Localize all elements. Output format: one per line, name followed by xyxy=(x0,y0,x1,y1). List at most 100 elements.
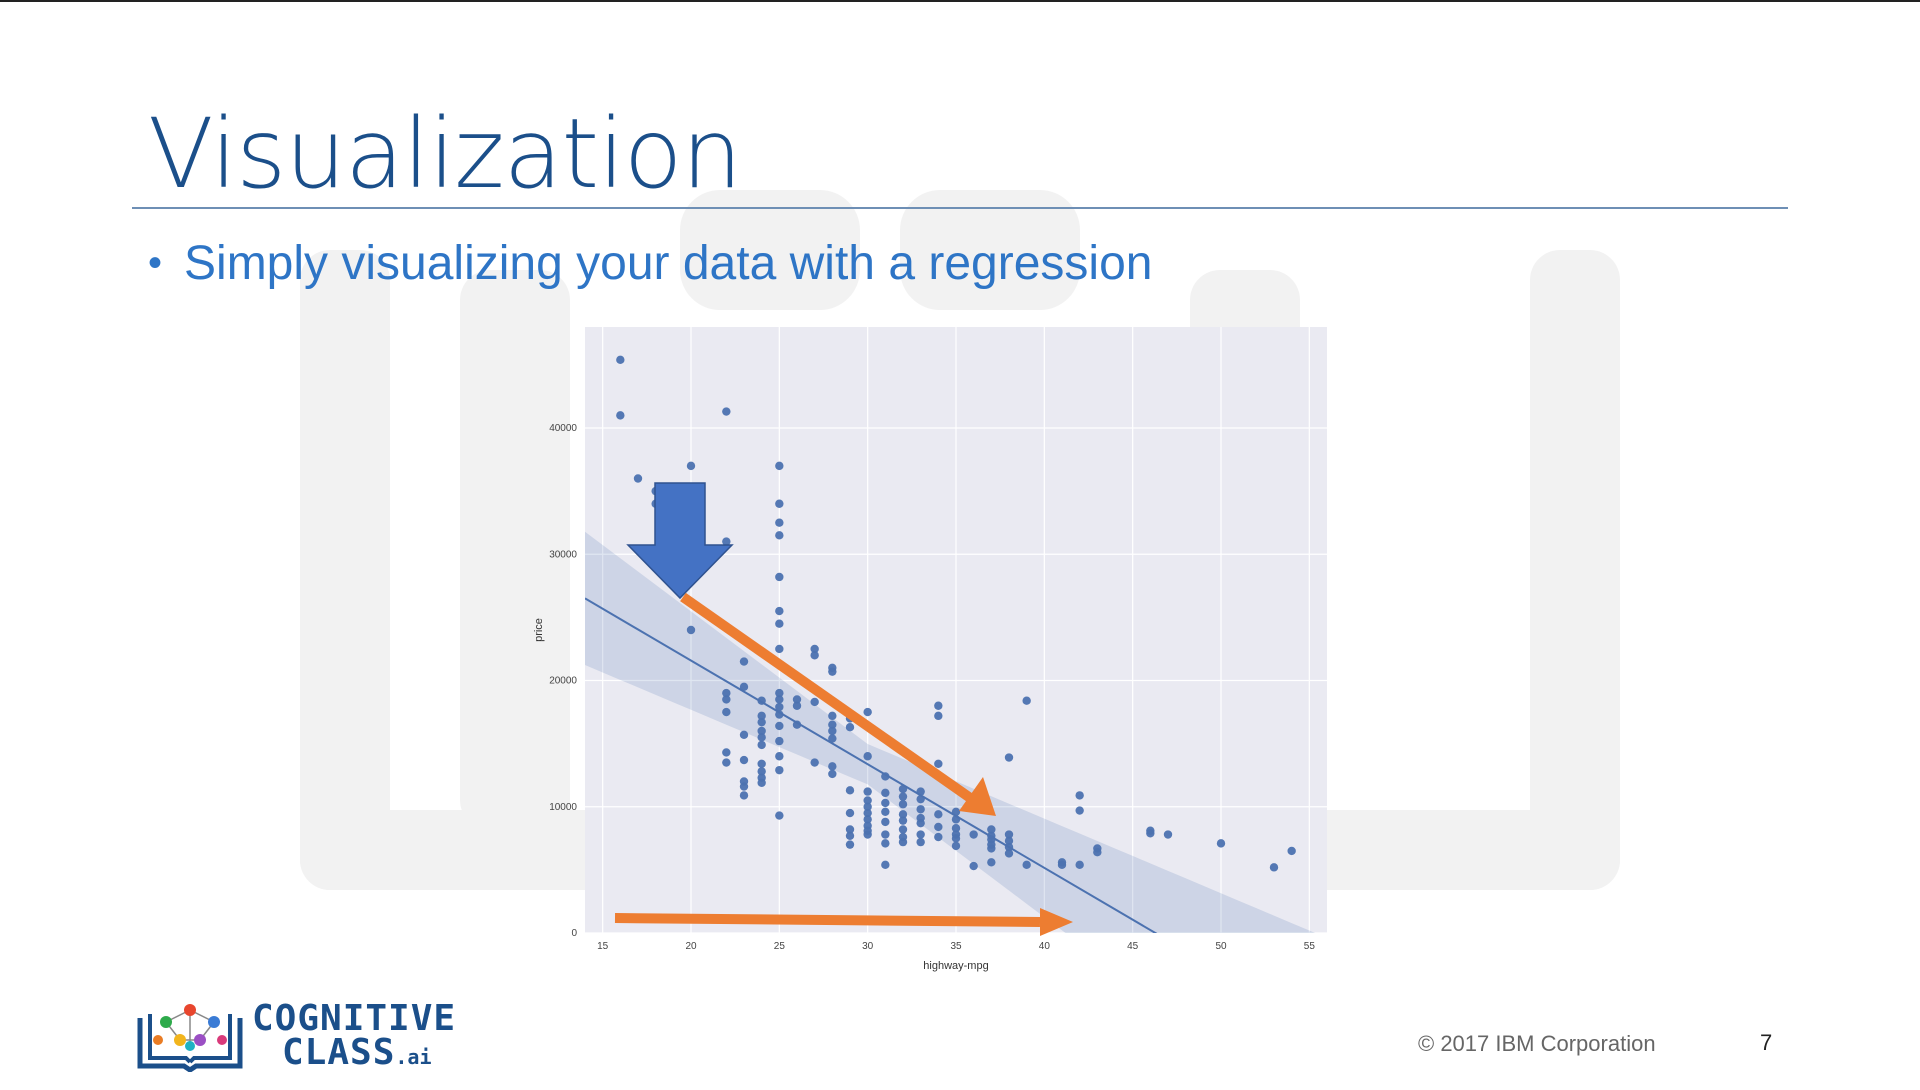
bullet-dot-icon: • xyxy=(148,241,163,285)
data-point xyxy=(616,411,625,420)
data-point xyxy=(951,834,961,843)
data-point xyxy=(951,841,961,851)
regression-chart: 15 20 25 30 35 40 45 50 55 0 10000 20000 30000 40000 h… xyxy=(520,315,1340,975)
data-point xyxy=(775,606,784,616)
data-point xyxy=(722,695,731,704)
x-tick-label: 45 xyxy=(1127,941,1139,952)
data-point xyxy=(828,711,837,721)
data-point xyxy=(828,769,837,779)
cognitive-class-logo: COGNITIVE CLASS.ai xyxy=(136,1000,456,1072)
data-point xyxy=(881,830,890,839)
x-tick-label: 20 xyxy=(685,941,697,952)
data-point xyxy=(951,824,961,833)
data-point xyxy=(775,531,784,540)
data-point xyxy=(775,765,784,775)
data-point xyxy=(1057,860,1067,870)
logo-wordmark: COGNITIVE CLASS.ai xyxy=(252,997,457,1071)
data-point xyxy=(845,825,855,834)
data-point xyxy=(1004,836,1014,846)
data-point xyxy=(845,831,855,840)
bullet-item: • Simply visualizing your data with a re… xyxy=(148,236,1152,291)
x-tick-label: 40 xyxy=(1039,941,1051,952)
data-point xyxy=(1022,696,1031,705)
data-point xyxy=(1004,830,1014,839)
data-point xyxy=(898,810,908,819)
data-point xyxy=(739,657,749,666)
y-tick-label: 40000 xyxy=(549,423,577,434)
y-tick-label: 10000 xyxy=(549,802,577,813)
logo-suffix: .ai xyxy=(395,1045,432,1069)
logo-line-2: CLASS.ai xyxy=(252,1035,456,1071)
data-point xyxy=(969,861,978,871)
data-point xyxy=(739,755,749,765)
regression-chart-svg: 15 20 25 30 35 40 45 50 55 0 10000 20000 30000 40000 h… xyxy=(533,327,1327,972)
y-tick-label: 30000 xyxy=(549,549,577,560)
top-border xyxy=(0,0,1920,2)
data-point xyxy=(810,651,819,660)
x-tick-label: 30 xyxy=(862,941,874,952)
data-point xyxy=(1093,848,1102,857)
data-point xyxy=(881,817,890,827)
x-tick-label: 55 xyxy=(1304,941,1316,952)
data-point xyxy=(739,791,749,800)
data-point xyxy=(863,752,872,761)
data-point xyxy=(792,695,802,704)
data-point xyxy=(775,736,784,746)
diagonal-arrowhead xyxy=(959,777,996,816)
logo-line-1: COGNITIVE xyxy=(252,997,457,1039)
diagonal-arrow-shaft xyxy=(680,592,979,807)
data-point xyxy=(757,740,766,750)
data-point xyxy=(775,721,784,731)
data-point xyxy=(1022,860,1031,870)
data-point xyxy=(916,830,925,839)
data-point xyxy=(1004,849,1014,858)
data-point xyxy=(757,759,766,769)
data-point xyxy=(792,701,802,710)
data-point xyxy=(1004,753,1014,762)
data-point xyxy=(987,844,996,853)
data-point xyxy=(828,734,837,743)
data-point xyxy=(739,682,749,692)
data-point xyxy=(1146,829,1155,838)
down-arrow-annotation xyxy=(626,482,734,600)
data-point xyxy=(881,798,890,808)
data-point xyxy=(898,816,908,825)
data-point xyxy=(934,822,943,832)
data-point xyxy=(739,730,749,739)
data-point xyxy=(934,832,943,842)
data-point xyxy=(881,807,890,816)
data-point xyxy=(987,858,996,867)
data-point xyxy=(775,461,784,471)
regression-line xyxy=(585,597,1158,933)
data-point xyxy=(810,697,819,707)
data-point xyxy=(881,788,890,798)
data-point xyxy=(775,702,784,712)
data-point xyxy=(881,839,890,848)
data-point xyxy=(1075,791,1084,800)
data-point xyxy=(934,711,943,721)
copyright-notice: © 2017 IBM Corporation xyxy=(1418,1031,1656,1056)
data-point xyxy=(828,667,837,676)
data-point xyxy=(616,355,625,365)
data-point xyxy=(863,808,872,818)
page-number: 7 xyxy=(1760,1030,1773,1055)
data-point xyxy=(722,407,731,416)
data-point xyxy=(757,711,766,721)
data-point xyxy=(969,830,978,839)
data-point xyxy=(845,723,855,732)
data-point xyxy=(810,758,819,767)
data-point xyxy=(863,707,872,717)
horizontal-arrow-shaft xyxy=(614,913,1041,927)
data-point xyxy=(775,811,784,820)
data-point xyxy=(757,778,766,787)
data-point xyxy=(898,800,908,809)
data-point xyxy=(757,767,766,776)
data-point xyxy=(722,688,731,698)
x-tick-label: 15 xyxy=(597,941,609,952)
data-point xyxy=(722,758,731,767)
data-point xyxy=(722,707,731,717)
data-point xyxy=(898,792,908,801)
data-point xyxy=(757,726,766,736)
book-network-icon xyxy=(137,1004,243,1072)
data-point xyxy=(633,474,643,483)
